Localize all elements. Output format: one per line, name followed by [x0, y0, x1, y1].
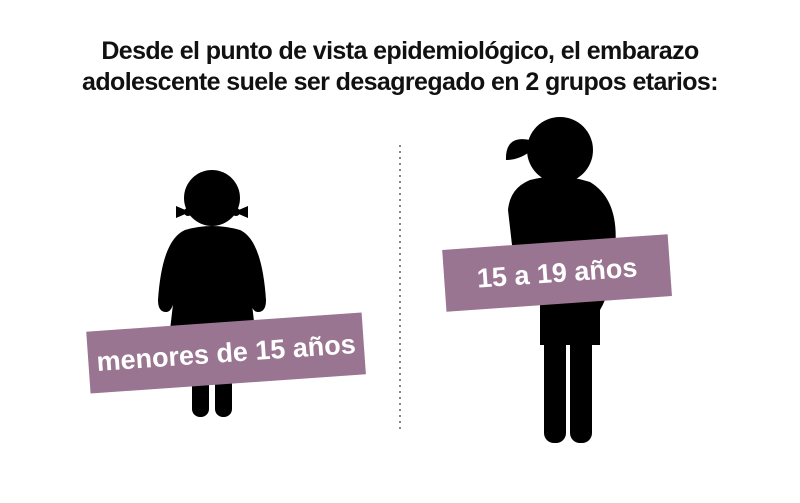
label-box-2: 15 a 19 años: [442, 234, 672, 312]
label-background: [442, 234, 672, 312]
title: Desde el punto de vista epidemiológico, …: [0, 36, 800, 98]
label-box-1: menores de 15 años: [86, 312, 366, 394]
label-background: [86, 312, 366, 394]
title-line: Desde el punto de vista epidemiológico, …: [101, 37, 699, 65]
title-line: adolescente suele ser desagregado en 2 g…: [82, 68, 719, 96]
